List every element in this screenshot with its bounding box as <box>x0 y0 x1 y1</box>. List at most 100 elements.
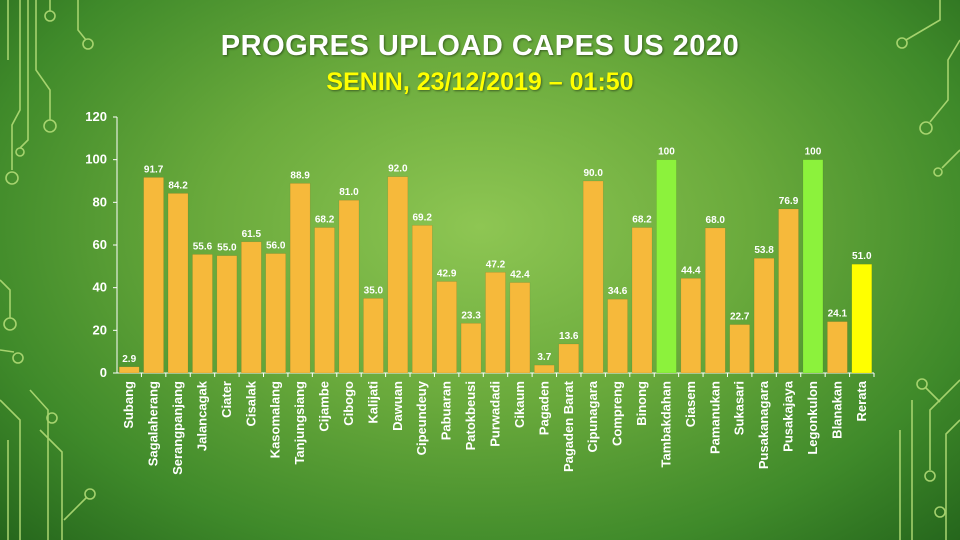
data-label: 23.3 <box>461 310 481 321</box>
y-tick-label: 100 <box>85 152 107 167</box>
y-tick-label: 0 <box>100 365 107 380</box>
category-label: Blanakan <box>829 381 844 439</box>
data-label: 92.0 <box>388 164 408 175</box>
data-label: 42.9 <box>437 268 457 279</box>
data-label: 51.0 <box>852 251 872 262</box>
bar-legonkulon <box>802 159 824 374</box>
category-label: Kasomalang <box>268 381 283 458</box>
data-label: 3.7 <box>537 352 551 363</box>
data-label: 56.0 <box>266 241 286 252</box>
category-label: Pamanukan <box>707 381 722 454</box>
category-label: Purwadadi <box>488 381 503 447</box>
data-label: 100 <box>805 147 822 158</box>
bar-patokbeusi <box>460 323 482 374</box>
bar-kalijati <box>363 298 384 374</box>
category-label: Pusakajaya <box>781 380 796 452</box>
category-label: Cipunagara <box>585 380 600 452</box>
category-label: Serangpanjang <box>170 381 185 475</box>
bar-tanjungsiang <box>289 183 311 374</box>
bar-rerata <box>851 263 873 374</box>
category-label: Cipeundeuy <box>414 380 429 455</box>
data-label: 68.2 <box>315 215 335 226</box>
data-label: 68.0 <box>706 215 726 226</box>
category-label: Ciater <box>219 381 234 418</box>
data-label: 13.6 <box>559 331 579 342</box>
category-label: Ciasem <box>683 381 698 427</box>
data-label: 55.6 <box>193 241 213 252</box>
y-tick-label: 80 <box>93 194 107 209</box>
data-label: 68.2 <box>632 215 652 226</box>
data-label: 84.2 <box>168 180 188 191</box>
data-label: 47.2 <box>486 259 506 270</box>
data-label: 35.0 <box>364 285 384 296</box>
bar-dawuan <box>387 176 409 374</box>
category-label: Cisalak <box>243 380 258 426</box>
bar-cipunagara <box>582 180 604 374</box>
category-label: Pusakanagara <box>756 380 771 469</box>
bar-subang <box>118 366 140 374</box>
data-label: 76.9 <box>779 196 799 207</box>
category-label: Jalancagak <box>194 380 209 451</box>
bar-cijambe <box>314 227 335 374</box>
bar-binong <box>631 227 653 374</box>
data-label: 61.5 <box>242 229 262 240</box>
category-label: Cikaum <box>512 381 527 428</box>
category-label: Compreng <box>610 381 625 446</box>
data-label: 34.6 <box>608 286 628 297</box>
bar-ciasem <box>680 278 702 374</box>
bar-sukasari <box>729 324 750 374</box>
category-label: Subang <box>121 381 136 429</box>
data-label: 100 <box>658 147 675 158</box>
bar-purwadadi <box>485 272 506 374</box>
category-label: Dawuan <box>390 381 405 431</box>
category-label: Rerata <box>854 380 869 421</box>
bar-cisalak <box>241 241 262 374</box>
bar-pusakajaya <box>778 208 799 374</box>
bar-pusakanagara <box>753 257 775 374</box>
category-label: Patokbeusi <box>463 381 478 450</box>
data-label: 53.8 <box>754 245 774 256</box>
bar-jalancagak <box>192 254 213 374</box>
data-label: 24.1 <box>828 309 848 320</box>
bar-tambakdahan <box>656 159 677 374</box>
category-label: Binong <box>634 381 649 426</box>
data-label: 91.7 <box>144 164 164 175</box>
data-label: 88.9 <box>290 170 310 181</box>
bar-compreng <box>607 298 628 374</box>
data-label: 81.0 <box>339 187 359 198</box>
category-label: Sagalaherang <box>146 381 161 466</box>
category-label: Cibogo <box>341 381 356 426</box>
bar-serangpanjang <box>167 193 189 374</box>
bar-pagaden <box>534 364 555 374</box>
data-label: 42.4 <box>510 270 530 281</box>
category-label: Tambakdahan <box>658 381 673 468</box>
bar-pagaden-barat <box>558 343 580 374</box>
bar-pabuaran <box>436 281 457 374</box>
y-tick-label: 40 <box>93 280 107 295</box>
data-label: 2.9 <box>122 354 136 365</box>
bar-cipeundeuy <box>411 225 433 374</box>
category-label: Pagaden <box>536 381 551 435</box>
category-label: Cijambe <box>317 381 332 432</box>
category-label: Sukasari <box>732 381 747 435</box>
y-tick-label: 20 <box>93 322 107 337</box>
data-label: 44.4 <box>681 265 701 276</box>
bar-cikaum <box>509 282 531 374</box>
y-tick-label: 60 <box>93 237 107 252</box>
category-label: Pabuaran <box>439 381 454 440</box>
bar-blanakan <box>827 321 848 374</box>
category-label: Pagaden Barat <box>561 380 576 472</box>
category-label: Kalijati <box>365 381 380 424</box>
bar-cibogo <box>338 199 360 374</box>
data-label: 90.0 <box>583 168 603 179</box>
category-label: Legonkulon <box>805 381 820 455</box>
category-label: Tanjungsiang <box>292 381 307 465</box>
bar-ciater <box>216 255 238 374</box>
bar-sagalaherang <box>143 177 164 374</box>
bar-kasomalang <box>265 253 286 374</box>
slide-title: PROGRES UPLOAD CAPES US 2020 <box>220 30 740 62</box>
slide-subtitle: SENIN, 23/12/2019 – 01:50 <box>326 68 634 96</box>
